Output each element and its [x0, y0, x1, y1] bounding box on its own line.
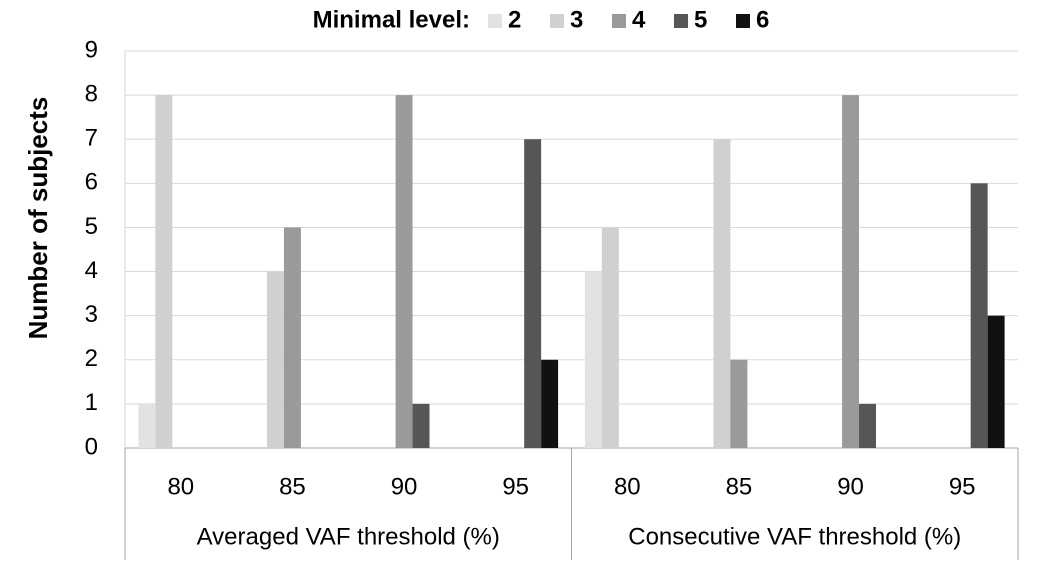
- legend-swatch: [550, 14, 564, 28]
- legend-label: 4: [632, 6, 646, 33]
- legend-swatch: [488, 14, 502, 28]
- bar: [283, 227, 301, 448]
- bar: [730, 359, 748, 448]
- bar: [859, 403, 877, 448]
- bar: [601, 227, 619, 448]
- y-tick-label: 8: [85, 80, 98, 107]
- bar: [987, 315, 1005, 448]
- bar: [524, 139, 542, 448]
- y-tick-label: 3: [85, 301, 98, 328]
- legend-label: 3: [570, 6, 583, 33]
- legend-label: 6: [756, 6, 769, 33]
- x-tick-label: 95: [949, 473, 976, 500]
- x-tick-label: 85: [279, 473, 306, 500]
- y-tick-label: 6: [85, 169, 98, 196]
- y-tick-label: 0: [85, 433, 98, 460]
- bar: [155, 95, 173, 448]
- x-tick-label: 85: [726, 473, 753, 500]
- bar: [266, 271, 284, 448]
- bar: [713, 139, 731, 448]
- bar: [138, 403, 156, 448]
- legend-swatch: [736, 14, 750, 28]
- y-tick-label: 2: [85, 345, 98, 372]
- y-tick-label: 7: [85, 125, 98, 152]
- legend-swatch: [674, 14, 688, 28]
- y-tick-label: 9: [85, 36, 98, 63]
- y-tick-label: 1: [85, 389, 98, 416]
- legend-swatch: [612, 14, 626, 28]
- bar: [584, 271, 602, 448]
- group-label: Averaged VAF threshold (%): [197, 523, 500, 550]
- y-axis-label: Number of subjects: [23, 97, 53, 340]
- x-tick-label: 95: [502, 473, 529, 500]
- legend-label: 2: [508, 6, 521, 33]
- y-tick-label: 5: [85, 213, 98, 240]
- bar: [842, 95, 860, 448]
- bar: [412, 403, 430, 448]
- group-label: Consecutive VAF threshold (%): [628, 523, 961, 550]
- y-tick-label: 4: [85, 257, 98, 284]
- legend-label: 5: [694, 6, 707, 33]
- bar: [541, 359, 559, 448]
- legend-title: Minimal level:: [313, 6, 470, 33]
- bar: [395, 95, 413, 448]
- x-tick-label: 80: [167, 473, 194, 500]
- bar: [970, 183, 988, 449]
- x-tick-label: 90: [837, 473, 864, 500]
- x-tick-label: 80: [614, 473, 641, 500]
- x-tick-label: 90: [391, 473, 418, 500]
